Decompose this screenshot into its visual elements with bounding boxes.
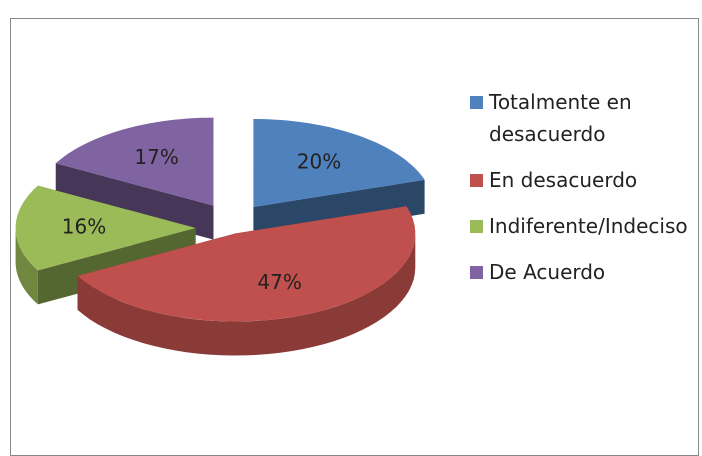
slice-side: [77, 233, 416, 356]
legend-swatch: [470, 96, 483, 109]
slice-side: [15, 228, 38, 305]
legend-item: En desacuerdo: [470, 164, 695, 196]
legend: Totalmente en desacuerdo En desacuerdo Ind…: [470, 86, 695, 302]
slice-edge: [55, 163, 214, 240]
slice-top: [15, 185, 196, 271]
slice: [55, 117, 214, 240]
data-label: 16%: [62, 215, 106, 239]
data-label: 47%: [257, 270, 301, 294]
slice-top: [77, 206, 416, 322]
legend-swatch: [470, 174, 483, 187]
legend-swatch: [470, 220, 483, 233]
legend-label: Indiferente/Indeciso: [489, 214, 688, 238]
slice: [77, 206, 416, 356]
legend-label: En desacuerdo: [489, 168, 638, 192]
legend-label: De Acuerdo: [489, 260, 606, 284]
slice-top: [253, 119, 425, 207]
data-label: 20%: [297, 149, 341, 173]
legend-swatch: [470, 266, 483, 279]
pie: 20% 47% 16% 17%: [15, 117, 425, 356]
legend-item: De Acuerdo: [470, 256, 695, 288]
legend-label: Totalmente en desacuerdo: [489, 90, 632, 146]
slice-top: [55, 117, 214, 206]
data-label: 17%: [134, 145, 178, 169]
legend-item: Indiferente/Indeciso: [470, 210, 695, 242]
legend-item: Totalmente en desacuerdo: [470, 86, 695, 150]
